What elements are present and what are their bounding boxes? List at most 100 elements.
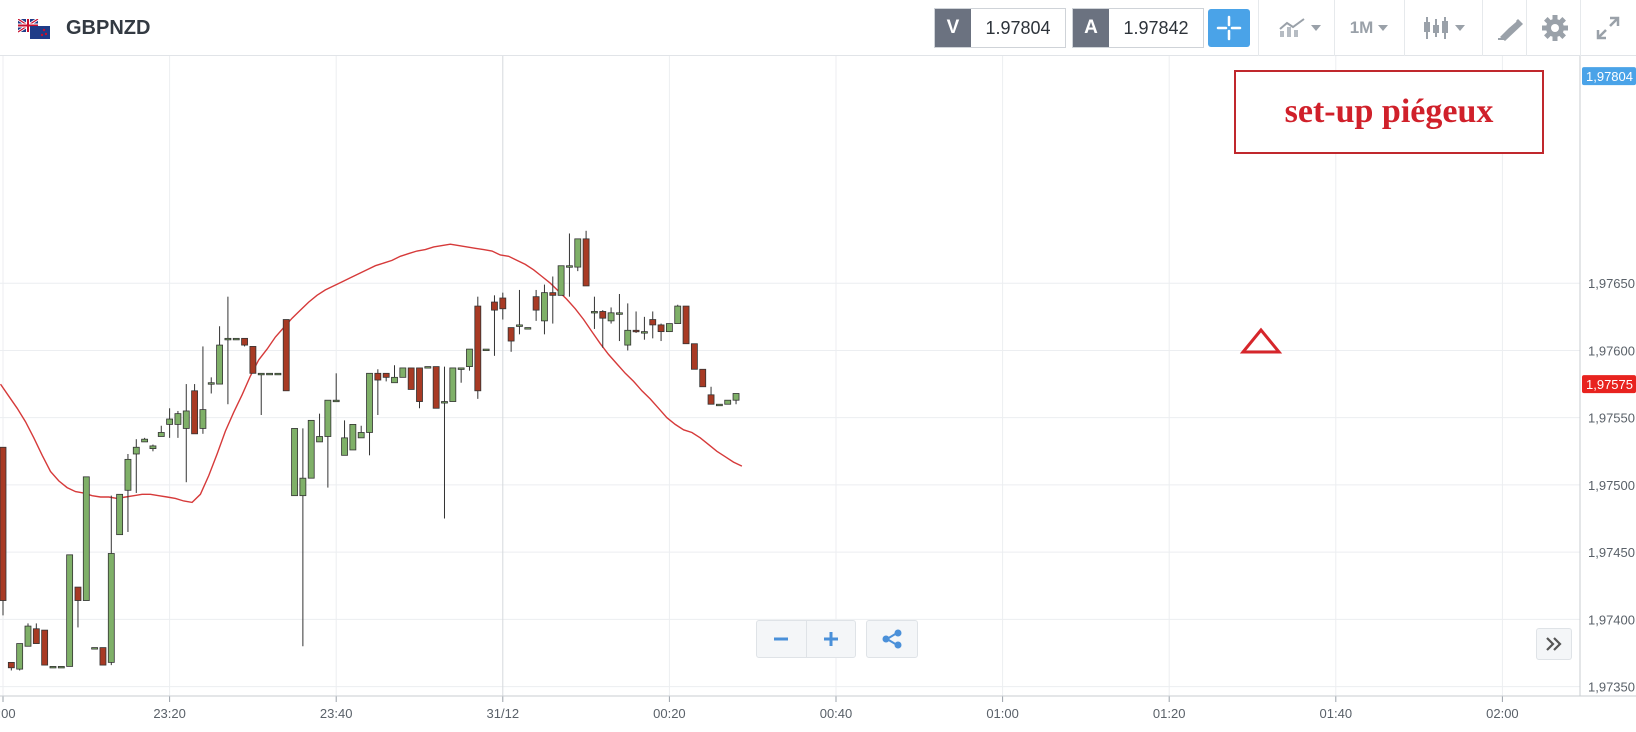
- candle-body-down: [416, 367, 423, 402]
- candle-body-up: [107, 553, 115, 663]
- plus-icon: [823, 632, 838, 646]
- toolbar-divider: [1404, 0, 1405, 56]
- x-tick-label: 3:00: [0, 706, 16, 721]
- chart-type-button[interactable]: [1268, 8, 1330, 48]
- candle-body-up: [232, 337, 240, 341]
- zoom-in-button[interactable]: [807, 621, 856, 657]
- candle: [649, 311, 657, 339]
- toolbar: GBPNZD V 1.97804 A 1.97842 1M: [0, 0, 1636, 56]
- candle: [674, 304, 682, 324]
- toolbar-divider: [1482, 0, 1483, 56]
- candle-body-up: [116, 493, 124, 536]
- y-tick-label: 1,97450: [1588, 545, 1635, 560]
- candle: [216, 326, 223, 385]
- ask-price-box[interactable]: A 1.97842: [1072, 8, 1204, 48]
- moving-average: [0, 243, 743, 504]
- candle: [249, 346, 257, 374]
- candle: [324, 399, 332, 488]
- current-price-label: 1,97804: [1586, 69, 1633, 84]
- candle: [307, 419, 315, 479]
- candle-body-up: [132, 446, 140, 455]
- x-tick-label: 02:00: [1486, 706, 1519, 721]
- candle-body-up: [541, 292, 548, 322]
- candle: [207, 377, 215, 394]
- candle-body-up: [157, 432, 165, 437]
- candle-body-down: [599, 311, 607, 319]
- candle: [32, 623, 40, 644]
- candle-body-down: [699, 368, 707, 388]
- zoom-out-button[interactable]: [757, 621, 807, 657]
- y-tick-label: 1,97350: [1588, 680, 1635, 695]
- toolbar-divider: [1580, 0, 1581, 56]
- candle: [174, 410, 182, 438]
- candle-body-down: [7, 661, 15, 669]
- candle-body-up: [624, 329, 632, 346]
- candle: [457, 367, 465, 383]
- fullscreen-button[interactable]: [1584, 8, 1632, 48]
- minus-icon: [774, 637, 789, 641]
- candle-body-up: [449, 367, 457, 402]
- candle: [41, 629, 49, 666]
- timeframe-label: 1M: [1349, 18, 1374, 37]
- candle: [591, 296, 598, 329]
- x-tick-label: 23:40: [320, 706, 353, 721]
- settings-button[interactable]: [1530, 8, 1580, 48]
- candle-body-down: [32, 628, 40, 644]
- candle-body-down: [707, 394, 715, 405]
- chevron-down-icon: [1454, 25, 1465, 31]
- candle-body-up: [482, 348, 490, 352]
- candle: [191, 384, 198, 435]
- candle: [366, 372, 373, 456]
- timeframe-button[interactable]: 1M: [1338, 8, 1400, 48]
- candle-body-up: [207, 382, 215, 385]
- candle: [132, 439, 140, 493]
- price-chart[interactable]: 1,97650 1,97600 1,97550 1,97500 1,97450 1,974…: [0, 56, 1636, 732]
- candle-body-up: [399, 367, 407, 378]
- candle-body-up: [82, 476, 90, 601]
- candle: [74, 586, 82, 628]
- toolbar-divider: [1526, 0, 1527, 56]
- candle: [449, 367, 457, 402]
- share-button[interactable]: [866, 620, 918, 658]
- candle-body-up: [424, 366, 432, 369]
- ask-price: 1.97842: [1123, 17, 1189, 38]
- candle-body-up: [674, 305, 682, 324]
- candle-body-down: [582, 238, 590, 287]
- candle-body-up: [666, 323, 673, 333]
- candle-body-down: [0, 446, 7, 601]
- candle-body-up: [24, 625, 32, 647]
- candle: [715, 403, 723, 407]
- candle: [441, 366, 448, 519]
- candle: [57, 666, 65, 669]
- candle-style-button[interactable]: [1408, 8, 1478, 48]
- x-tick-label: 01:00: [986, 706, 1019, 721]
- candle-body-down: [99, 647, 107, 666]
- candle-body-up: [307, 419, 315, 479]
- candle: [607, 307, 615, 324]
- candle-body-up: [299, 477, 307, 497]
- candle-body-up: [607, 312, 615, 322]
- candle-body-up: [199, 409, 207, 429]
- candle: [299, 428, 307, 647]
- candle: [574, 238, 582, 272]
- candle-body-down: [241, 337, 248, 346]
- candle: [199, 346, 207, 434]
- candle: [91, 647, 99, 650]
- candle: [616, 293, 623, 342]
- candle: [291, 428, 298, 497]
- candle: [257, 372, 265, 415]
- drawing-tools-button[interactable]: [1486, 8, 1536, 48]
- candle: [274, 372, 282, 376]
- crosshair-button[interactable]: [1208, 9, 1250, 47]
- candle-body-up: [16, 643, 24, 670]
- candle: [666, 323, 673, 333]
- candle: [491, 295, 498, 356]
- scroll-to-latest-button[interactable]: [1536, 628, 1572, 660]
- candle-body-up: [166, 418, 174, 425]
- candle-body-up: [274, 372, 282, 376]
- candle-body-down: [690, 343, 698, 370]
- candle-body-up: [66, 554, 74, 667]
- candle-body-up: [174, 413, 182, 425]
- bid-price-box[interactable]: V 1.97804: [934, 8, 1066, 48]
- candle-body-up: [266, 372, 273, 376]
